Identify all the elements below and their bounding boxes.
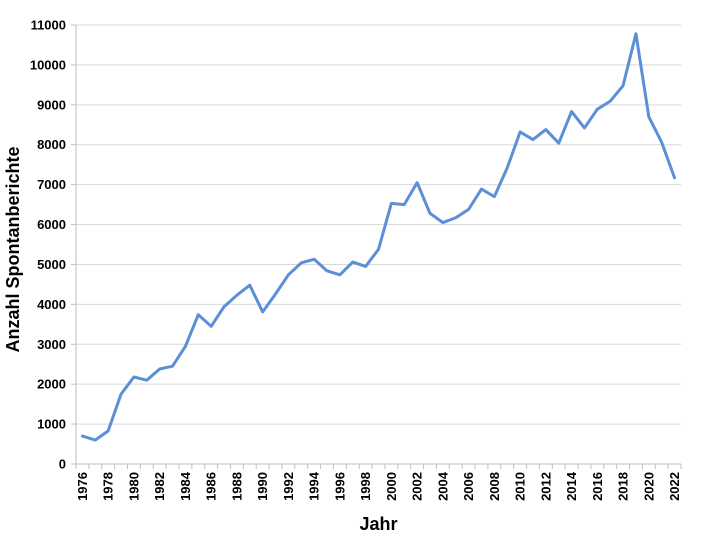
x-tick-label: 2018 xyxy=(616,472,631,501)
x-tick-label: 2022 xyxy=(667,472,682,501)
x-tick-label: 2002 xyxy=(410,472,425,501)
x-tick-label: 2000 xyxy=(384,472,399,501)
x-tick-label: 2014 xyxy=(564,471,579,501)
y-tick-label: 2000 xyxy=(37,377,66,392)
x-axis-title: Jahr xyxy=(359,514,397,534)
y-tick-label: 8000 xyxy=(37,137,66,152)
x-tick-label: 1984 xyxy=(178,471,193,501)
y-tick-label: 5000 xyxy=(37,257,66,272)
x-tick-labels: 1976 1978 1980 1982 1984 1986 1988 1990 1992 1994… xyxy=(75,471,682,501)
x-tick-label: 1978 xyxy=(101,472,116,501)
x-tick-label: 1986 xyxy=(204,472,219,501)
axes xyxy=(71,24,682,469)
x-tick-label: 1976 xyxy=(75,472,90,501)
y-tick-label: 9000 xyxy=(37,97,66,112)
y-tick-labels: 0 1000 2000 3000 4000 5000 6000 7000 8000 9000 100… xyxy=(30,18,66,472)
y-tick-label: 10000 xyxy=(30,57,66,72)
x-tick-label: 1982 xyxy=(152,472,167,501)
x-tick-label: 2008 xyxy=(487,472,502,501)
x-tick-label: 1980 xyxy=(126,472,141,501)
y-axis-title: Anzahl Spontanberichte xyxy=(3,146,23,352)
x-tick-label: 2004 xyxy=(435,471,450,501)
x-tick-label: 1992 xyxy=(281,472,296,501)
x-tick-label: 2012 xyxy=(538,472,553,501)
series-group xyxy=(80,32,677,442)
y-tick-label: 11000 xyxy=(31,18,66,33)
x-tick-label: 2020 xyxy=(641,472,656,501)
x-tick-label: 2006 xyxy=(461,472,476,501)
y-tick-label: 1000 xyxy=(37,417,66,432)
gridlines xyxy=(76,24,681,425)
x-tick-label: 1996 xyxy=(332,472,347,501)
x-tick-label: 1988 xyxy=(229,472,244,501)
y-tick-label: 6000 xyxy=(37,217,66,232)
y-tick-label: 7000 xyxy=(37,177,66,192)
x-tick-label: 1998 xyxy=(358,472,373,501)
y-tick-label: 4000 xyxy=(37,297,66,312)
series-line xyxy=(80,32,677,442)
x-tick-label: 2016 xyxy=(590,472,605,501)
x-tick-label: 1994 xyxy=(307,471,322,501)
x-tick-label: 1990 xyxy=(255,472,270,501)
y-tick-label: 3000 xyxy=(37,337,66,352)
y-tick-label: 0 xyxy=(59,457,66,472)
x-tick-label: 2010 xyxy=(513,472,528,501)
